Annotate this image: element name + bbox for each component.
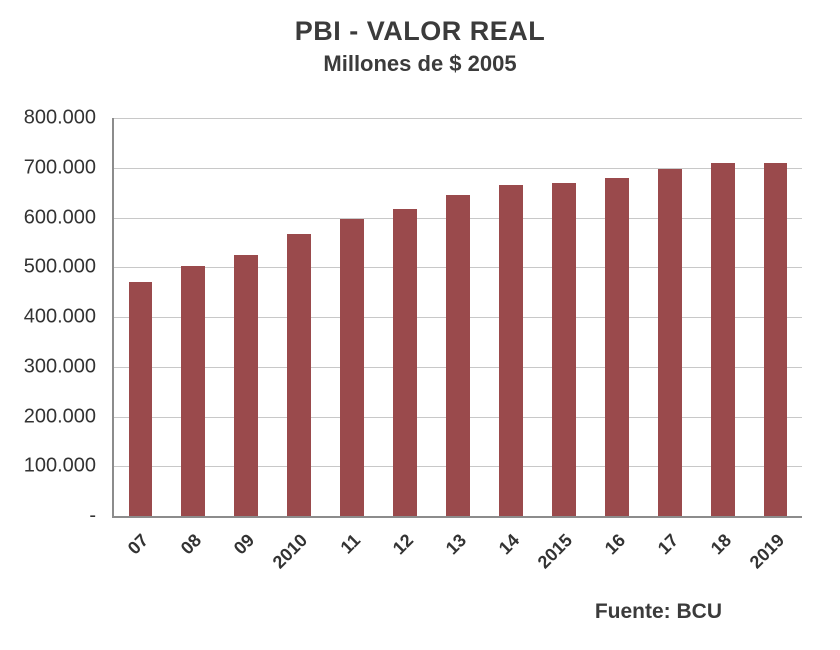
bar: [551, 182, 576, 516]
bar: [393, 209, 417, 516]
bar: [710, 162, 735, 516]
bar-slot: [379, 118, 432, 516]
x-slot: 11: [324, 520, 377, 590]
bar-slot: [484, 118, 537, 516]
x-axis-tick-label: 2019: [745, 530, 788, 573]
bar-slot: [114, 118, 167, 516]
bar: [340, 219, 365, 516]
y-axis-tick-label: 300.000: [23, 355, 96, 378]
x-slot: 2019: [745, 520, 800, 590]
y-axis-tick-label: 100.000: [23, 454, 96, 477]
source-note: Fuente: BCU: [594, 600, 722, 623]
x-axis-tick-label: 18: [706, 530, 735, 559]
bar-slot: [220, 118, 273, 516]
chart-header: PBI - VALOR REAL Millones de $ 2005: [0, 16, 840, 77]
gridline: [114, 118, 802, 119]
bar: [499, 184, 523, 516]
x-slot: 2010: [268, 520, 324, 590]
bar: [181, 265, 206, 516]
bar-slot: [537, 118, 590, 516]
x-slot: 12: [377, 520, 430, 590]
y-axis-tick-label: -: [89, 504, 96, 527]
y-axis-tick-label: 500.000: [23, 255, 96, 278]
x-axis-tick-label: 2010: [268, 530, 312, 573]
bar: [763, 162, 788, 516]
x-axis-tick-label: 13: [441, 530, 471, 559]
bar: [128, 282, 153, 516]
x-axis-tick-label: 2015: [533, 530, 576, 573]
bar-slot: [432, 118, 485, 516]
x-slot: 13: [430, 520, 483, 590]
gridline: [114, 167, 802, 169]
bar-series: [114, 118, 802, 516]
bar-slot: [643, 118, 696, 516]
bar: [287, 234, 312, 516]
y-axis-tick-label: 800.000: [23, 106, 96, 129]
bar-slot: [590, 118, 643, 516]
x-slot: 09: [218, 520, 271, 590]
y-axis: 800.000 700.000 600.000 500.000 400.000 300.0…: [0, 107, 104, 527]
x-slot: 08: [165, 520, 218, 590]
x-slot: 2015: [533, 520, 588, 590]
bar: [657, 168, 682, 516]
x-slot: 18: [694, 520, 747, 590]
y-axis-tick-label: 400.000: [23, 305, 96, 328]
chart-subtitle: Millones de $ 2005: [323, 51, 517, 76]
bar: [604, 178, 629, 516]
x-slot: 14: [482, 520, 535, 590]
bar: [446, 195, 470, 516]
x-axis-tick-label: 09: [230, 530, 259, 559]
x-axis-tick-label: 12: [388, 530, 418, 559]
bar-slot: [326, 118, 379, 516]
y-axis-tick-label: 700.000: [23, 156, 96, 179]
plot-area: [112, 118, 802, 518]
bar: [234, 254, 259, 516]
x-axis-tick-label: 17: [653, 530, 682, 559]
x-axis-tick-label: 16: [600, 530, 629, 559]
x-slot: 17: [641, 520, 694, 590]
y-axis-tick-label: 600.000: [23, 206, 96, 228]
x-axis-tick-label: 14: [494, 530, 524, 559]
x-slot: 16: [588, 520, 641, 590]
x-axis: 07 08 09 2010 11 12 13 14 2015 16 17 18 2019: [112, 520, 800, 590]
x-axis-tick-label: 07: [124, 530, 153, 559]
x-slot: 07: [112, 520, 165, 590]
bar-slot: [696, 118, 749, 516]
y-axis-tick-label: 200.000: [23, 405, 96, 427]
bar-slot: [273, 118, 326, 516]
chart-title: PBI - VALOR REAL: [294, 16, 546, 46]
bar-slot: [749, 118, 802, 516]
x-axis-tick-label: 11: [336, 530, 365, 558]
bar-slot: [167, 118, 220, 516]
x-axis-tick-label: 08: [177, 530, 206, 559]
